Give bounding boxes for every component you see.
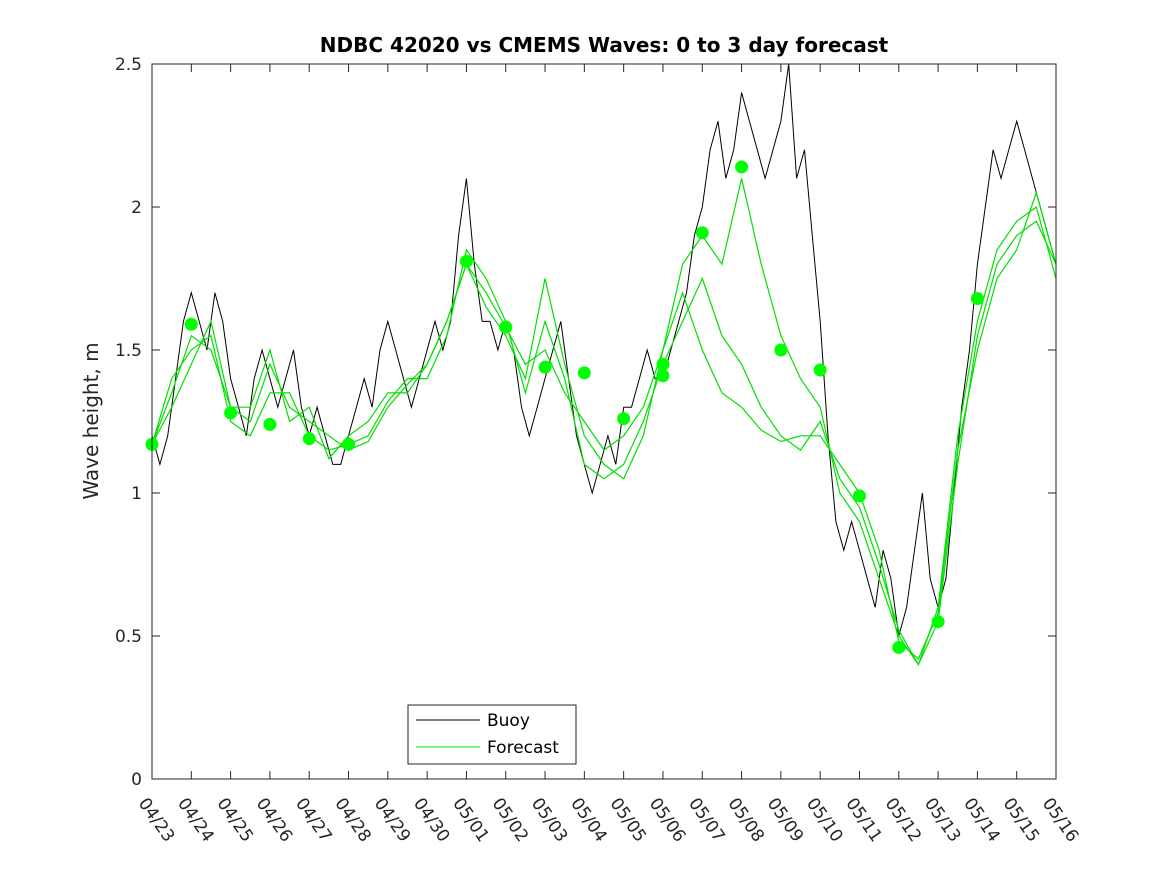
x-tick-label: 05/11 <box>841 794 885 846</box>
y-tick-label: 0.5 <box>115 627 142 647</box>
plot-frame <box>151 63 1057 780</box>
forecast-series-line <box>151 220 1057 666</box>
forecast-marker-point <box>617 412 631 426</box>
x-tick-label: 05/04 <box>566 794 610 846</box>
x-tick-label: 05/13 <box>920 794 964 846</box>
y-tick-label: 2 <box>131 198 142 218</box>
x-tick-label: 04/24 <box>173 794 217 846</box>
forecast-marker-point <box>499 320 513 334</box>
x-tick-label: 05/07 <box>684 794 728 846</box>
forecast-marker-point <box>931 615 945 629</box>
x-tick-label: 04/28 <box>330 794 374 846</box>
series-layer <box>145 63 1057 666</box>
legend-box <box>407 704 577 765</box>
forecast-marker-point <box>342 437 356 451</box>
x-tick-label: 05/14 <box>959 794 1003 846</box>
forecast-marker-point <box>656 369 670 383</box>
forecast-marker-point <box>813 363 827 377</box>
x-tick-label: 05/05 <box>606 794 650 846</box>
x-tick-label: 05/06 <box>645 794 689 846</box>
x-tick-label: 04/29 <box>370 794 414 846</box>
forecast-marker-point <box>970 292 984 306</box>
forecast-marker-point <box>735 160 749 174</box>
x-tick-label: 05/03 <box>527 794 571 846</box>
x-tick-label: 05/09 <box>763 794 807 846</box>
legend-buoy-label: Buoy <box>487 711 530 731</box>
forecast-series-line <box>151 178 1057 666</box>
y-tick-label: 2.5 <box>115 55 142 75</box>
legend-forecast-label: Forecast <box>487 738 559 758</box>
forecast-marker-point <box>538 360 552 374</box>
forecast-marker-point <box>852 489 866 503</box>
x-tick-label: 05/10 <box>802 794 846 846</box>
forecast-marker-point <box>224 406 238 420</box>
forecast-marker-point <box>892 640 906 654</box>
forecast-series-line <box>151 190 1057 660</box>
forecast-marker-point <box>695 226 709 240</box>
y-axis: 0 0.5 1 1.5 2 2.5 <box>115 55 1056 790</box>
x-tick-label: 04/30 <box>409 794 453 846</box>
forecast-marker-point <box>774 343 788 357</box>
y-tick-label: 0 <box>131 770 142 790</box>
y-tick-label: 1.5 <box>115 341 142 361</box>
x-tick-label: 04/27 <box>291 794 335 846</box>
forecast-marker-point <box>656 357 670 371</box>
x-tick-label: 05/02 <box>488 794 532 846</box>
plot-area <box>152 64 1056 779</box>
chart-title: NDBC 42020 vs CMEMS Waves: 0 to 3 day fo… <box>320 33 889 57</box>
forecast-marker-point <box>577 366 591 380</box>
y-tick-label: 1 <box>131 484 142 504</box>
x-tick-label: 04/26 <box>252 794 296 846</box>
x-tick-label: 05/16 <box>1038 794 1082 846</box>
forecast-marker-point <box>184 317 198 331</box>
forecast-marker-point <box>302 432 316 446</box>
x-tick-label: 04/23 <box>134 794 178 846</box>
y-axis-title: Wave height, m <box>79 342 103 499</box>
x-tick-label: 05/15 <box>999 794 1043 846</box>
x-tick-label: 05/12 <box>881 794 925 846</box>
forecast-marker-point <box>459 254 473 268</box>
forecast-marker-point <box>263 417 277 431</box>
x-tick-label: 04/25 <box>213 794 257 846</box>
legend: Buoy Forecast <box>407 704 577 765</box>
x-tick-label: 05/08 <box>723 794 767 846</box>
x-tick-label: 05/01 <box>448 794 492 846</box>
